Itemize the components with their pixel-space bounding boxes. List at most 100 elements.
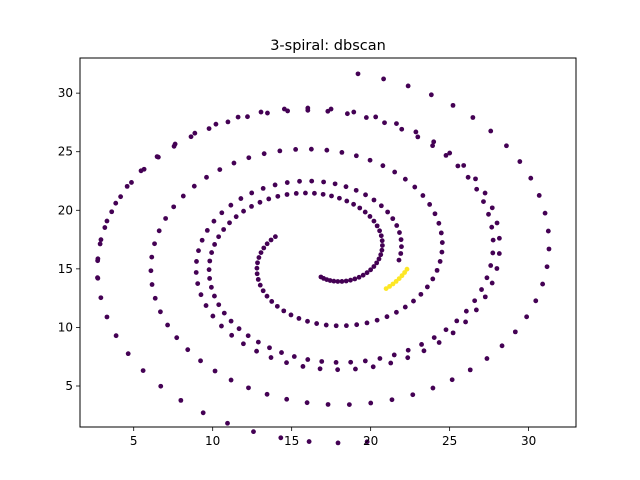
data-point	[450, 330, 456, 336]
data-point	[398, 251, 404, 256]
data-point	[245, 114, 250, 120]
data-point	[138, 168, 144, 174]
data-point	[325, 402, 331, 407]
data-point	[393, 278, 399, 284]
data-point	[324, 147, 330, 153]
data-point	[355, 71, 361, 77]
data-point	[385, 209, 391, 215]
x-tick-label: 5	[130, 434, 138, 448]
data-point	[399, 244, 404, 250]
axes-frame	[79, 57, 577, 428]
data-point	[305, 318, 310, 324]
data-point	[489, 205, 495, 211]
data-point	[284, 180, 290, 185]
data-point	[430, 143, 435, 149]
data-point	[343, 323, 349, 329]
data-point	[231, 160, 237, 166]
data-point	[504, 143, 509, 149]
y-tick-label: 15	[58, 262, 73, 276]
data-point	[364, 270, 370, 276]
data-point	[329, 193, 334, 199]
data-point	[489, 224, 495, 230]
data-point	[398, 237, 404, 243]
x-tick-label: 10	[205, 434, 220, 448]
data-point	[339, 150, 345, 155]
data-point	[269, 299, 275, 304]
data-point	[95, 275, 101, 281]
y-tick-label: 10	[58, 320, 73, 334]
data-point	[206, 126, 212, 131]
data-point	[125, 351, 131, 357]
data-point	[225, 420, 230, 426]
data-point	[368, 267, 374, 273]
x-tick-label: 30	[521, 434, 536, 448]
data-point	[97, 241, 103, 247]
data-point	[255, 260, 260, 266]
data-point	[171, 204, 177, 210]
data-point	[405, 347, 411, 353]
data-point	[268, 355, 274, 360]
data-point	[204, 174, 209, 180]
data-point	[379, 247, 385, 253]
data-point	[424, 284, 430, 290]
data-point	[216, 302, 222, 308]
data-point	[344, 198, 350, 204]
data-point	[394, 309, 399, 315]
chart-title: 3-spiral: dbscan	[270, 38, 386, 54]
data-point	[546, 246, 552, 252]
data-point	[410, 392, 416, 398]
data-point	[191, 183, 197, 189]
data-point	[293, 147, 299, 152]
data-point	[284, 396, 290, 402]
data-point	[213, 121, 219, 127]
data-point	[343, 184, 349, 190]
data-point	[264, 391, 270, 397]
data-point	[488, 128, 494, 134]
data-point	[219, 323, 224, 329]
x-axis: 5 10 15 20 25 30	[130, 427, 536, 448]
data-point	[281, 308, 287, 314]
data-point	[376, 256, 382, 262]
data-point	[362, 358, 368, 364]
data-point	[439, 240, 445, 245]
data-point	[303, 190, 308, 196]
data-point	[353, 153, 359, 159]
data-point	[363, 192, 368, 198]
data-point	[281, 106, 287, 112]
data-point	[363, 115, 369, 120]
data-point	[118, 194, 124, 200]
data-point	[434, 267, 440, 273]
data-point	[394, 223, 400, 228]
data-point	[156, 228, 162, 234]
data-point	[544, 264, 550, 270]
data-point	[254, 348, 259, 354]
data-point	[396, 257, 402, 263]
data-point	[447, 150, 453, 156]
data-point	[284, 192, 290, 197]
data-point	[392, 169, 398, 175]
data-point	[261, 151, 267, 157]
data-point	[180, 193, 186, 199]
data-point	[430, 385, 436, 391]
data-point	[98, 295, 104, 301]
data-point	[484, 356, 490, 361]
data-point	[98, 237, 104, 243]
x-tick-label: 20	[363, 434, 378, 448]
data-point	[463, 319, 468, 325]
data-point	[321, 179, 327, 185]
data-point	[272, 234, 278, 240]
data-point	[246, 385, 251, 391]
data-point	[344, 111, 350, 117]
data-point	[261, 245, 267, 251]
data-point	[377, 356, 383, 361]
data-point	[333, 360, 339, 365]
data-point	[339, 279, 345, 284]
data-point	[124, 183, 130, 189]
data-point	[268, 237, 274, 243]
data-point	[208, 284, 214, 290]
data-point	[368, 400, 374, 406]
data-point	[412, 184, 418, 190]
data-point	[402, 176, 408, 182]
